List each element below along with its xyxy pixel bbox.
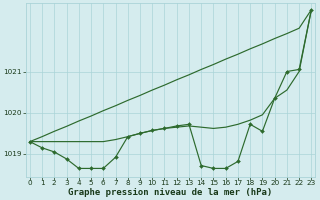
X-axis label: Graphe pression niveau de la mer (hPa): Graphe pression niveau de la mer (hPa) [68, 188, 273, 197]
